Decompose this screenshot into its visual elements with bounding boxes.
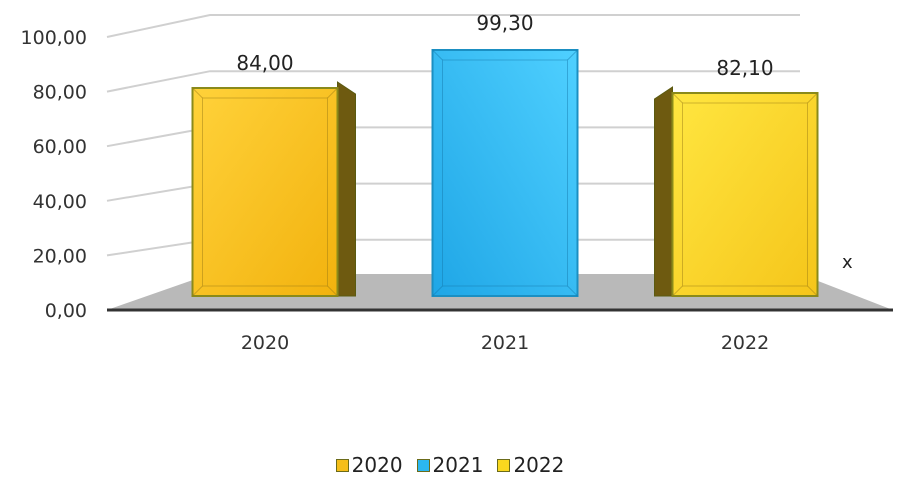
bar-bevel-2022 [682, 102, 808, 287]
y-tick-label: 80,00 [33, 82, 87, 104]
y-tick-label: 40,00 [33, 191, 87, 213]
x-tick-label-2020: 2020 [241, 332, 289, 354]
legend-item-2020: 2020 [335, 453, 403, 477]
bar-bevel-2020 [202, 97, 328, 287]
data-label-2020: 84,00 [236, 51, 293, 75]
gridline [106, 14, 800, 38]
legend-label-2020: 2020 [351, 453, 403, 477]
bar-front-2021 [431, 49, 579, 297]
legend-swatch-2021 [416, 458, 430, 472]
legend-item-2022: 2022 [497, 453, 564, 477]
bar-front-2022 [671, 92, 819, 297]
bar-bevel-edge [432, 49, 443, 61]
bar-bevel-edge [192, 285, 203, 297]
y-tick-label: 20,00 [33, 245, 87, 267]
bar-bevel-edge [432, 285, 443, 297]
bar-bevel-edge [327, 87, 338, 99]
bar-front-2020 [191, 87, 339, 297]
legend-label-2021: 2021 [432, 453, 484, 477]
bars [191, 49, 819, 297]
legend-item-2021: 2021 [416, 453, 484, 477]
bar-2022 [654, 86, 819, 297]
gridline [106, 70, 800, 93]
bar-2020 [191, 81, 356, 297]
bar-bevel-edge [672, 92, 683, 104]
x-axis-labels: 2020 2021 2022 [241, 332, 769, 354]
y-tick-label: 100,00 [21, 27, 87, 49]
annotation-x: x [842, 252, 853, 273]
data-label-2021: 99,30 [476, 11, 533, 35]
bar-side-2020 [337, 81, 356, 297]
bar-side-2022 [654, 86, 673, 297]
y-tick-label: 60,00 [33, 136, 87, 158]
bar-bevel-edge [567, 49, 578, 61]
y-tick-label: 0,00 [45, 300, 87, 322]
x-tick-label-2022: 2022 [721, 332, 769, 354]
data-label-2022: 82,10 [716, 56, 773, 80]
bar-bevel-edge [672, 285, 683, 297]
y-axis-ticks: 0,00 20,00 40,00 60,00 80,00 100,00 [21, 27, 87, 322]
data-labels: 84,00 99,30 82,10 [236, 11, 773, 80]
legend-swatch-2022 [497, 458, 511, 472]
x-tick-label-2021: 2021 [481, 332, 529, 354]
bar-bevel-2021 [442, 59, 568, 287]
bar-bevel-edge [807, 92, 818, 104]
bar-bevel-edge [567, 285, 578, 297]
bar-2021 [431, 49, 579, 297]
bar-bevel-edge [327, 285, 338, 297]
bar-bevel-edge [192, 87, 203, 99]
legend-swatch-2020 [335, 458, 349, 472]
legend: 2020 2021 2022 [0, 453, 900, 477]
bar-bevel-edge [807, 285, 818, 297]
legend-label-2022: 2022 [513, 453, 565, 477]
